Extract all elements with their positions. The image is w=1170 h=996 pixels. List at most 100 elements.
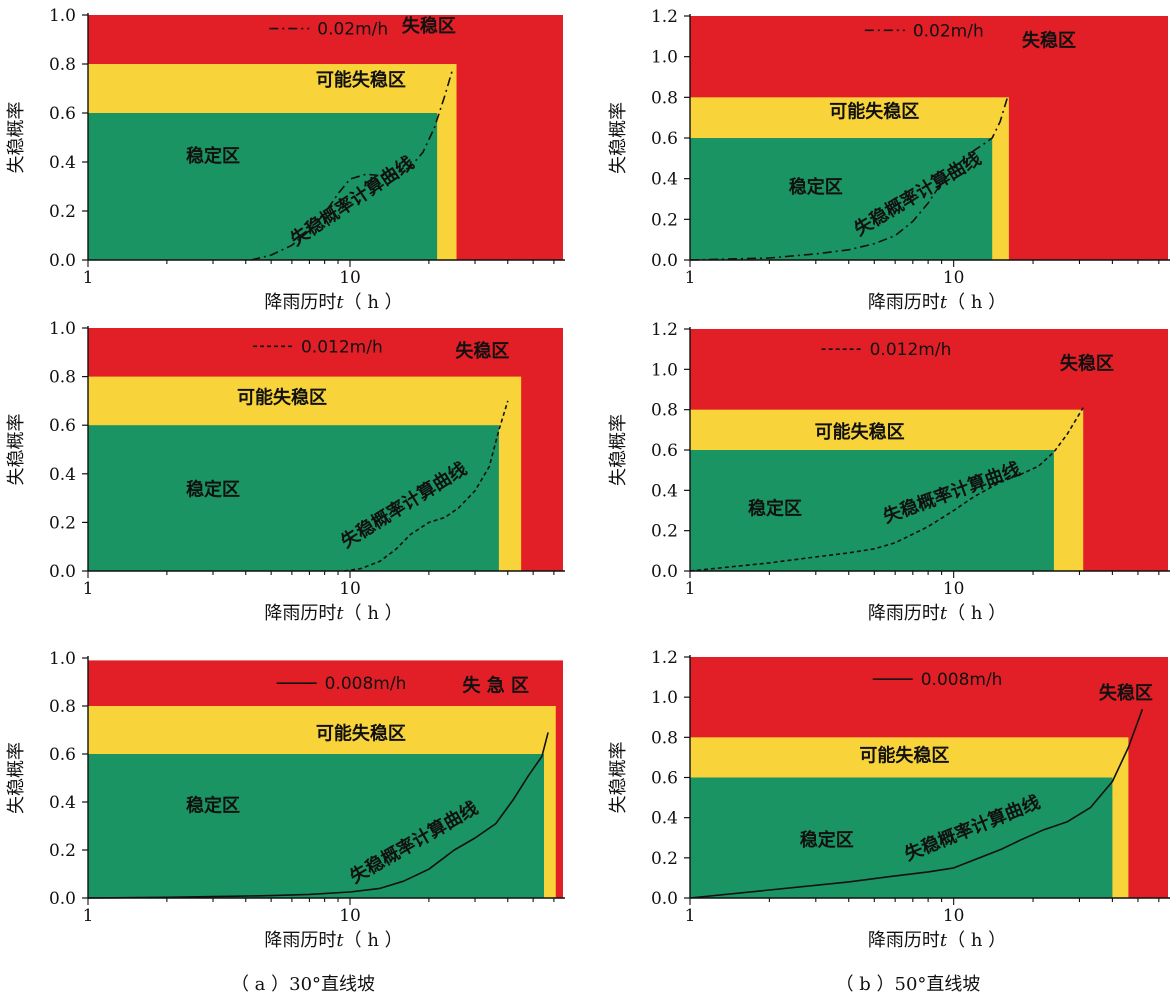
legend-label: 0.008m/h (325, 674, 407, 694)
x-tick-label: 10 (943, 268, 965, 288)
caption-a: （ a ）30°直线坡 (231, 974, 375, 995)
stable-zone-label: 稳定区 (186, 145, 240, 167)
stable-zone (690, 777, 1113, 898)
probability-curve (689, 97, 1009, 261)
y-tick-label: 0.0 (49, 889, 76, 909)
y-tick-label: 0.8 (49, 55, 76, 75)
y-tick-label: 0.2 (49, 202, 76, 222)
x-tick-label: 1 (685, 906, 696, 926)
y-tick-label: 1.2 (651, 648, 678, 668)
y-tick-label: 0.8 (651, 88, 678, 108)
unstable-zone-label: 失 急 区 (462, 675, 529, 697)
unstable-zone-label: 失稳区 (1022, 30, 1076, 52)
y-tick-label: 0.4 (49, 465, 76, 485)
x-tick-label: 1 (685, 268, 696, 288)
y-axis-title: 失稳概率 (608, 742, 629, 814)
y-tick-label: 1.0 (49, 319, 76, 339)
y-tick-label: 0.6 (49, 745, 76, 765)
probability-curve (251, 71, 453, 261)
y-axis-title: 失稳概率 (608, 102, 629, 174)
x-axis-title: 降雨历时t（ h ） (868, 603, 1006, 624)
y-tick-label: 0.0 (651, 251, 678, 271)
y-tick-label: 1.2 (651, 7, 678, 27)
y-tick-label: 1.2 (651, 320, 678, 340)
possible-zone-label: 可能失稳区 (316, 723, 406, 745)
stable-zone-label: 稳定区 (748, 498, 802, 520)
probability-curve (689, 407, 1084, 572)
y-axis-title: 失稳概率 (6, 414, 27, 486)
legend-label: 0.012m/h (870, 340, 952, 360)
unstable-zone-label: 失稳区 (402, 15, 456, 37)
possible-zone-label: 可能失稳区 (237, 386, 327, 408)
y-tick-label: 0.0 (49, 251, 76, 271)
chart-panel-1: 0.0 0.2 0.4 0.6 0.8 1.0 1 10 降雨历时t（ h ） 失稳概率 失稳区可能… (6, 6, 565, 313)
chart-panel-6: 0.0 0.2 0.4 0.6 0.8 1.0 1.2 1 10 降雨历时t（ h ） 失稳概率 失稳… (608, 648, 1170, 951)
y-tick-label: 0.2 (49, 841, 76, 861)
x-tick-label: 10 (943, 579, 965, 599)
y-tick-label: 0.4 (651, 481, 678, 501)
y-tick-label: 0.8 (49, 697, 76, 717)
stable-zone (88, 754, 544, 898)
y-tick-label: 1.0 (49, 649, 76, 669)
y-tick-label: 0.2 (651, 522, 678, 542)
legend-label: 0.02m/h (317, 20, 388, 40)
caption-b: （ b ）50°直线坡 (836, 974, 981, 995)
chart-panel-2: 0.0 0.2 0.4 0.6 0.8 1.0 1.2 1 10 降雨历时t（ h ） 失稳概率 失稳… (608, 7, 1170, 313)
x-tick-label: 1 (83, 579, 94, 599)
x-axis-title: 降雨历时t（ h ） (868, 292, 1006, 313)
chart-panel-3: 0.0 0.2 0.4 0.6 0.8 1.0 1 10 降雨历时t（ h ） 失稳概率 失稳区可能… (6, 319, 565, 624)
chart-panel-5: 0.0 0.2 0.4 0.6 0.8 1.0 1 10 降雨历时t（ h ） 失稳概率 失 急 区… (6, 649, 565, 951)
y-tick-label: 1.0 (651, 360, 678, 380)
y-tick-label: 0.6 (49, 416, 76, 436)
possible-zone-label: 可能失稳区 (815, 421, 905, 443)
possible-zone-label: 可能失稳区 (859, 744, 949, 766)
y-tick-label: 0.2 (49, 513, 76, 533)
y-tick-label: 0.0 (651, 889, 678, 909)
x-axis-title: 降雨历时t（ h ） (264, 603, 402, 624)
possible-zone-label: 可能失稳区 (829, 101, 919, 123)
y-tick-label: 0.0 (651, 562, 678, 582)
x-axis-title: 降雨历时t（ h ） (264, 292, 402, 313)
stable-zone (690, 450, 1054, 571)
chart-panel-4: 0.0 0.2 0.4 0.6 0.8 1.0 1.2 1 10 降雨历时t（ h ） 失稳概率 失稳… (608, 320, 1170, 624)
probability-curve (87, 732, 549, 899)
stable-zone-label: 稳定区 (186, 795, 240, 817)
y-tick-label: 0.4 (651, 809, 678, 829)
legend-label: 0.02m/h (913, 21, 984, 41)
probability-curve (344, 400, 509, 572)
y-tick-label: 0.4 (49, 793, 76, 813)
stable-zone (88, 425, 499, 571)
stable-zone-label: 稳定区 (789, 176, 843, 198)
x-axis-title: 降雨历时t（ h ） (868, 930, 1006, 951)
x-tick-label: 10 (339, 906, 361, 926)
y-tick-label: 0.4 (651, 170, 678, 190)
unstable-zone-label: 失稳区 (455, 340, 509, 362)
stable-zone-label: 稳定区 (186, 479, 240, 501)
x-tick-label: 10 (339, 268, 361, 288)
stable-zone (690, 138, 993, 260)
x-tick-label: 1 (685, 579, 696, 599)
y-tick-label: 1.0 (49, 6, 76, 26)
y-tick-label: 0.6 (651, 129, 678, 149)
y-tick-label: 0.6 (651, 441, 678, 461)
y-tick-label: 0.0 (49, 562, 76, 582)
y-axis-title: 失稳概率 (6, 742, 27, 814)
y-tick-label: 0.4 (49, 153, 76, 173)
y-tick-label: 0.6 (651, 769, 678, 789)
y-tick-label: 0.6 (49, 104, 76, 124)
stable-zone-label: 稳定区 (800, 829, 854, 851)
y-axis-title: 失稳概率 (608, 414, 629, 486)
y-tick-label: 0.8 (651, 728, 678, 748)
unstable-zone-label: 失稳区 (1099, 682, 1153, 704)
stable-zone (88, 113, 438, 260)
x-tick-label: 1 (83, 906, 94, 926)
legend-label: 0.012m/h (301, 337, 383, 357)
y-tick-label: 0.8 (651, 401, 678, 421)
y-tick-label: 0.2 (651, 210, 678, 230)
x-tick-label: 1 (83, 268, 94, 288)
x-tick-label: 10 (339, 579, 361, 599)
probability-curve (689, 708, 1144, 899)
y-tick-label: 0.2 (651, 849, 678, 869)
y-tick-label: 1.0 (651, 48, 678, 68)
